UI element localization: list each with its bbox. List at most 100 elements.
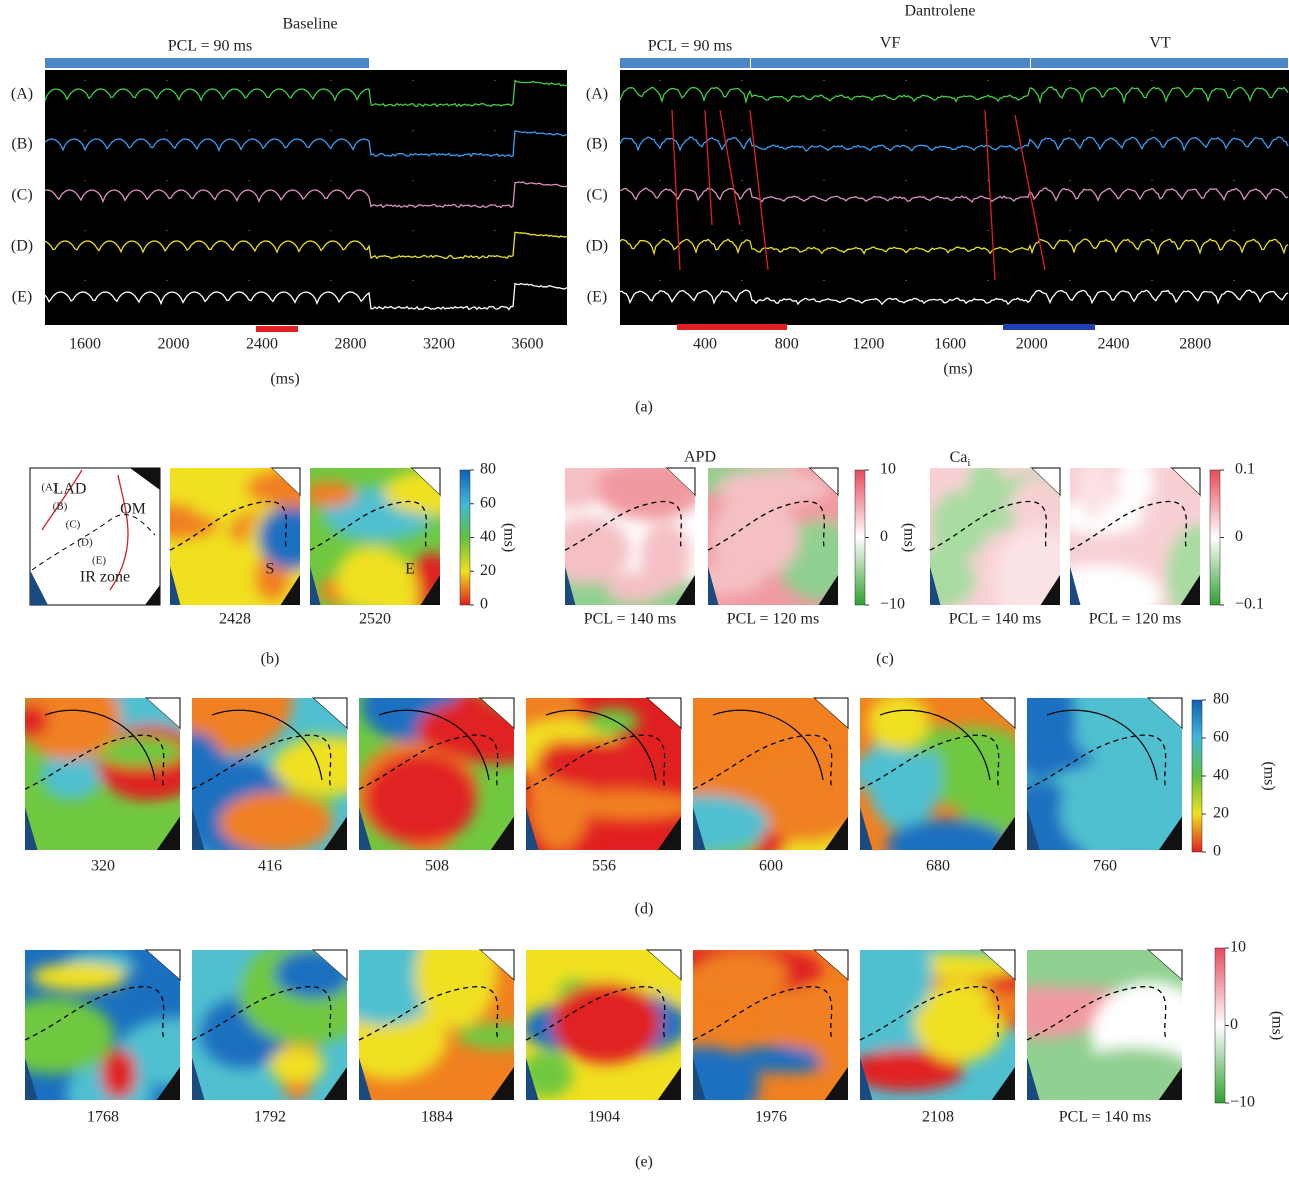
map-blob: [813, 1004, 848, 1073]
ir-border: [1026, 986, 1168, 1041]
schematic-label: (D): [77, 537, 93, 549]
map-field: [310, 468, 440, 605]
map-corner: [478, 697, 515, 730]
map-corner: [478, 949, 515, 982]
map-blob: [645, 950, 681, 1001]
map-blob: [868, 698, 930, 749]
map-blob: [640, 521, 691, 591]
map-blob: [100, 1048, 137, 1100]
map-notch: [1070, 566, 1081, 605]
wave-arrow: [545, 709, 657, 781]
colorbar-tick-label: 20: [1213, 805, 1229, 822]
colorbar-tick-label: 0: [880, 528, 888, 545]
ir-border: [191, 986, 333, 1041]
wave-arrow: [879, 709, 991, 781]
corner: [145, 585, 160, 605]
map: [169, 467, 301, 605]
map-blobs: [693, 950, 848, 1100]
map-blob: [695, 952, 788, 997]
map: [191, 949, 348, 1100]
arrow: [671, 109, 681, 271]
map: [309, 467, 441, 605]
x-tick-label: 2800: [1179, 336, 1211, 353]
map-field: [170, 468, 300, 605]
map: [358, 949, 515, 1100]
trace: [619, 86, 1289, 105]
label: (A): [11, 86, 33, 103]
label: (e): [635, 1154, 653, 1171]
trace: [44, 231, 568, 260]
label: PCL = 90 ms: [168, 38, 252, 55]
map-blob: [359, 950, 445, 1026]
label: PCL = 140 ms: [1059, 1109, 1151, 1126]
map-blob: [956, 750, 1015, 836]
label: VT: [1149, 35, 1171, 52]
map-blob: [192, 698, 293, 755]
ir-border: [692, 986, 834, 1041]
map-blobs: [170, 468, 300, 601]
corner: [130, 468, 160, 490]
map-notch: [25, 1058, 38, 1100]
map-notch: [310, 566, 321, 605]
map-blob: [565, 468, 612, 510]
map-field: [25, 698, 180, 850]
wave-arrow: [712, 709, 824, 781]
map-blob: [31, 962, 127, 991]
trace: [44, 79, 568, 108]
map-blob: [860, 950, 933, 1027]
map-blob: [1079, 468, 1110, 519]
schematic: (A) (B) (C) (D) (E) LAD OM IR zone: [29, 467, 161, 606]
label: 2108: [922, 1109, 954, 1126]
map: [859, 697, 1016, 850]
map-blob: [987, 990, 1015, 1017]
map-blob: [886, 819, 1010, 850]
trace-area: [620, 70, 1289, 325]
window-bar: [256, 326, 298, 332]
map: [1026, 697, 1183, 850]
segment-bar: [751, 58, 1030, 68]
map-blob: [526, 1051, 573, 1098]
x-tick-label: 1600: [69, 336, 101, 353]
map-letter: S: [266, 561, 275, 578]
label: (D): [586, 238, 608, 255]
label: 320: [91, 858, 115, 875]
x-tick-label: 2000: [1016, 336, 1048, 353]
map-notch: [170, 566, 181, 605]
x-tick-label: 1200: [852, 336, 884, 353]
label: (b): [261, 651, 280, 668]
window-bar: [1003, 324, 1095, 330]
trace: [44, 181, 568, 209]
map-field: [192, 698, 347, 850]
trace: [619, 238, 1289, 256]
map-blob: [25, 698, 121, 760]
map: [1026, 949, 1183, 1100]
map-blob: [272, 736, 347, 795]
map-blobs: [708, 468, 838, 601]
arrow: [984, 109, 996, 281]
schematic-box: [29, 467, 161, 606]
map-blob: [716, 470, 830, 506]
segment-bar: [620, 58, 750, 68]
label: (A): [586, 86, 608, 103]
map-blobs: [860, 950, 1015, 1092]
map-blob: [40, 750, 103, 800]
map-notch: [526, 807, 539, 850]
map: [24, 949, 181, 1100]
map: [707, 467, 839, 605]
map-blob: [1167, 525, 1200, 605]
window-bar: [677, 324, 787, 330]
colorbar-tick-label: −0.1: [1235, 596, 1264, 613]
map: [191, 697, 348, 850]
label: VF: [880, 35, 901, 52]
label: PCL = 140 ms: [949, 611, 1041, 628]
colorbar-tick-label: 0: [1213, 843, 1221, 860]
x-tick-label: 2000: [158, 336, 190, 353]
ir-border: [525, 986, 667, 1041]
map-blobs: [860, 698, 1015, 850]
label: (C): [586, 187, 607, 204]
colorbar-tick-label: 0: [1230, 1016, 1238, 1033]
map-blob: [1116, 468, 1154, 509]
map-blobs: [25, 950, 180, 1100]
title-sub: i: [967, 457, 970, 469]
